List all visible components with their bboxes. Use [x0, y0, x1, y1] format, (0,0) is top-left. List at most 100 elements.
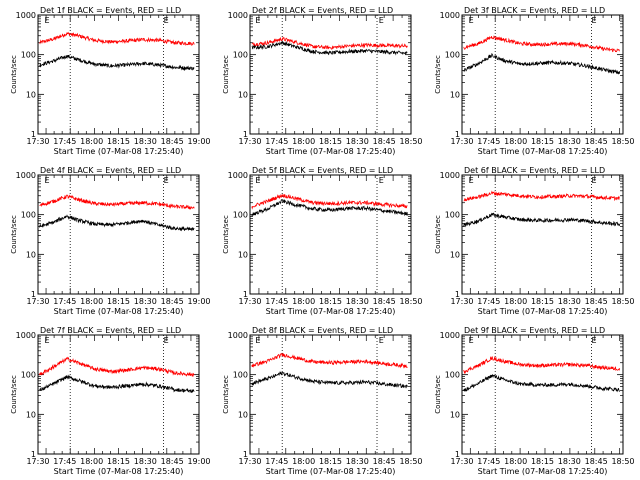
x-tick-label: 17:45 [477, 457, 500, 466]
x-tick-label: 19:00 [187, 457, 210, 466]
chart-panel-2: Det 2f BLACK = Events, RED = LLD 1 10 100 10… [222, 6, 423, 156]
event-marker-label: E [469, 176, 474, 185]
lld-rate-series [39, 194, 195, 210]
event-marker-label: E [379, 176, 384, 185]
x-tick-label: 18:00 [292, 297, 315, 306]
chart-title: Det 5f BLACK = Events, RED = LLD [252, 166, 393, 175]
x-tick-label: 18:15 [531, 297, 554, 306]
y-tick-label: 100 [445, 211, 460, 220]
y-tick-label: 10 [238, 410, 248, 419]
x-tick-label: 17:30 [450, 457, 473, 466]
y-axis-label: Counts/sec [222, 215, 230, 254]
y-tick-label: 100 [445, 51, 460, 60]
x-tick-label: 18:45 [373, 457, 396, 466]
lld-rate-series [39, 31, 195, 46]
x-tick-label: 18:30 [346, 297, 369, 306]
event-rate-series [39, 374, 195, 393]
x-axis-label: Start Time (07-Mar-08 17:25:40) [478, 467, 608, 476]
y-tick-label: 100 [445, 371, 460, 380]
x-tick-label: 17:45 [53, 137, 76, 146]
plot-frame [461, 174, 624, 295]
event-marker-label: E [379, 16, 384, 25]
y-tick-label: 1 [455, 290, 460, 299]
y-axis-label: Counts/sec [434, 215, 442, 254]
event-rate-series [251, 198, 408, 217]
x-tick-label: 18:45 [585, 137, 608, 146]
y-tick-label: 100 [233, 211, 248, 220]
event-marker-label: E [44, 336, 49, 345]
x-tick-label: 18:50 [399, 297, 422, 306]
x-tick-label: 18:45 [585, 297, 608, 306]
event-marker-label: E [469, 16, 474, 25]
chart-panel-6: Det 6f BLACK = Events, RED = LLD 1 10 100 10… [434, 166, 635, 316]
y-tick-label: 10 [450, 410, 460, 419]
x-tick-label: 17:45 [477, 297, 500, 306]
x-tick-label: 18:30 [134, 457, 157, 466]
x-tick-label: 18:50 [611, 457, 634, 466]
x-tick-label: 17:30 [26, 137, 49, 146]
x-tick-label: 17:45 [477, 137, 500, 146]
x-tick-label: 18:45 [373, 297, 396, 306]
chart-panel-8: Det 8f BLACK = Events, RED = LLD 1 10 100 10… [222, 326, 423, 476]
plot-frame [249, 14, 412, 135]
y-tick-label: 1000 [228, 331, 248, 340]
y-tick-label: 1000 [440, 11, 460, 20]
event-marker-label: E [164, 16, 169, 25]
event-marker-label: E [164, 336, 169, 345]
x-tick-label: 18:00 [504, 137, 527, 146]
event-rate-series [39, 55, 195, 72]
x-tick-label: 17:45 [265, 297, 288, 306]
event-rate-series [251, 40, 408, 56]
x-tick-label: 18:15 [319, 457, 342, 466]
event-marker-label: E [469, 336, 474, 345]
chart-title: Det 7f BLACK = Events, RED = LLD [40, 326, 181, 335]
x-axis-label: Start Time (07-Mar-08 17:25:40) [54, 147, 184, 156]
event-rate-series [463, 212, 621, 228]
lld-rate-series [251, 352, 408, 369]
chart-panel-1: Det 1f BLACK = Events, RED = LLD 1 10 100 10… [10, 6, 211, 156]
x-tick-label: 18:15 [107, 457, 130, 466]
x-tick-label: 18:30 [346, 457, 369, 466]
y-tick-label: 10 [26, 90, 36, 99]
y-tick-label: 10 [238, 90, 248, 99]
x-tick-label: 18:15 [531, 137, 554, 146]
x-axis-label: Start Time (07-Mar-08 17:25:40) [478, 307, 608, 316]
lld-rate-series [463, 190, 620, 202]
x-tick-label: 18:15 [319, 137, 342, 146]
plot-frame [461, 334, 624, 455]
event-marker-label: E [44, 16, 49, 25]
chart-title: Det 2f BLACK = Events, RED = LLD [252, 6, 393, 15]
x-tick-label: 17:45 [53, 457, 76, 466]
plot-frame [461, 14, 624, 135]
y-tick-label: 1 [31, 290, 36, 299]
chart-title: Det 8f BLACK = Events, RED = LLD [252, 326, 393, 335]
chart-panel-7: Det 7f BLACK = Events, RED = LLD 1 10 100 10… [10, 326, 211, 476]
plot-frame [249, 174, 412, 295]
x-tick-label: 19:00 [187, 137, 210, 146]
y-tick-label: 1000 [228, 171, 248, 180]
plot-frame [37, 14, 200, 135]
y-tick-label: 100 [233, 51, 248, 60]
x-tick-label: 18:15 [319, 297, 342, 306]
event-marker-label: E [255, 336, 260, 345]
x-tick-label: 17:45 [265, 137, 288, 146]
event-marker-label: E [164, 176, 169, 185]
y-tick-label: 1000 [16, 331, 36, 340]
y-tick-label: 10 [450, 90, 460, 99]
y-axis-label: Counts/sec [222, 55, 230, 94]
lld-rate-series [251, 193, 408, 210]
y-tick-label: 10 [26, 410, 36, 419]
lld-rate-series [251, 36, 408, 50]
x-tick-label: 18:00 [292, 137, 315, 146]
lld-rate-series [463, 35, 620, 53]
x-tick-label: 18:45 [161, 137, 184, 146]
y-tick-label: 1000 [440, 331, 460, 340]
x-tick-label: 18:15 [107, 137, 130, 146]
x-tick-label: 17:30 [450, 137, 473, 146]
y-tick-label: 1000 [16, 171, 36, 180]
x-tick-label: 17:45 [53, 297, 76, 306]
x-tick-label: 17:30 [238, 137, 261, 146]
y-tick-label: 100 [21, 51, 36, 60]
y-tick-label: 1 [455, 130, 460, 139]
